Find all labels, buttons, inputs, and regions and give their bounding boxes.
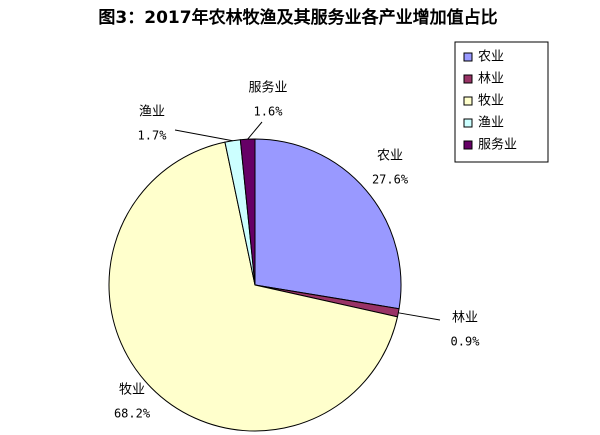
leader-line bbox=[247, 121, 263, 140]
slice-label: 林业 bbox=[452, 311, 478, 326]
leader-line bbox=[398, 312, 441, 321]
legend-swatch bbox=[463, 52, 473, 62]
value-label: 68.2% bbox=[114, 407, 151, 421]
legend-label: 服务业 bbox=[478, 137, 517, 153]
legend-label: 渔业 bbox=[478, 116, 504, 131]
legend-label: 牧业 bbox=[478, 94, 504, 109]
slice-label: 渔业 bbox=[139, 105, 165, 120]
legend-label: 林业 bbox=[478, 72, 504, 87]
chart-title: 图3：2017年农林牧渔及其服务业各产业增加值占比 bbox=[98, 7, 497, 28]
legend-label: 农业 bbox=[478, 50, 504, 65]
value-label: 27.6% bbox=[372, 173, 409, 187]
legend-swatch bbox=[463, 96, 473, 106]
pie-slice bbox=[254, 138, 402, 310]
slice-label: 牧业 bbox=[119, 383, 145, 398]
value-label: 0.9% bbox=[451, 335, 481, 349]
pie-slice bbox=[108, 141, 399, 432]
legend-swatch bbox=[463, 140, 473, 150]
leader-line bbox=[174, 129, 233, 142]
slice-label: 农业 bbox=[377, 149, 403, 164]
value-label: 1.7% bbox=[138, 129, 168, 143]
legend-swatch bbox=[463, 118, 473, 128]
value-label: 1.6% bbox=[254, 105, 284, 119]
pie-slice bbox=[239, 138, 256, 286]
slice-label: 服务业 bbox=[248, 80, 287, 96]
legend-swatch bbox=[463, 74, 473, 84]
